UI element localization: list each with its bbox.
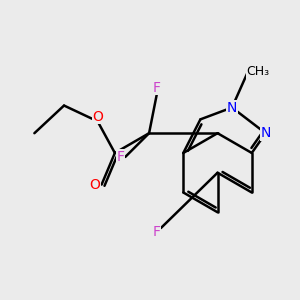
Text: N: N (260, 126, 271, 140)
Text: O: O (89, 178, 100, 192)
Text: F: F (152, 225, 160, 239)
Text: F: F (117, 150, 124, 164)
Text: F: F (153, 81, 161, 95)
Text: CH₃: CH₃ (246, 65, 269, 78)
Text: O: O (92, 110, 103, 124)
Text: N: N (227, 100, 237, 115)
